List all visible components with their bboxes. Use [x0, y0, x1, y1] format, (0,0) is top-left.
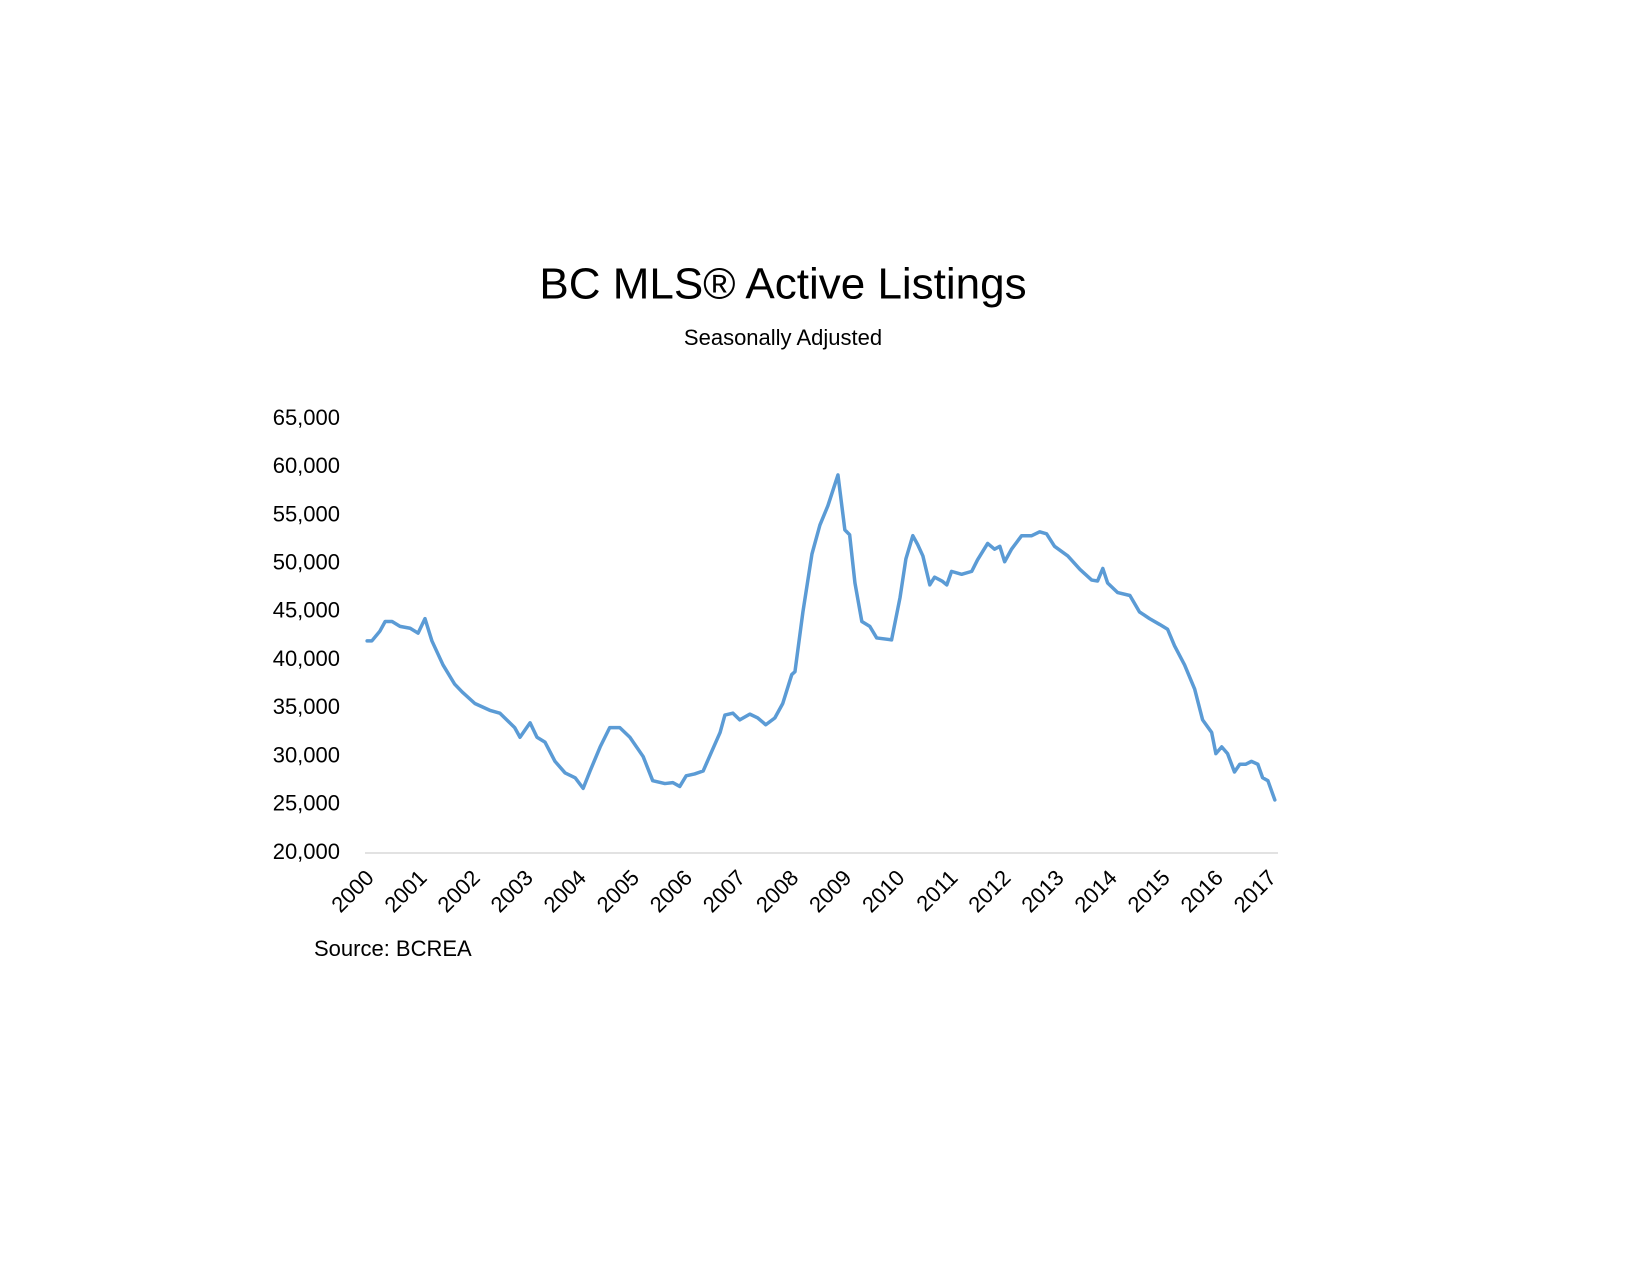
x-tick-label: 2012: [963, 865, 1015, 917]
chart-subtitle: Seasonally Adjusted: [684, 325, 882, 350]
x-tick-label: 2015: [1123, 865, 1175, 917]
y-tick-label: 25,000: [273, 791, 340, 816]
y-tick-label: 50,000: [273, 549, 340, 574]
x-tick-label: 2010: [857, 865, 909, 917]
data-line: [365, 473, 1277, 802]
x-tick-label: 2005: [592, 865, 644, 917]
source-note: Source: BCREA: [314, 936, 472, 961]
x-tick-label: 2011: [911, 865, 962, 916]
y-tick-label: 20,000: [273, 839, 340, 864]
x-tick-label: 2006: [645, 865, 697, 917]
x-tick-label: 2009: [804, 865, 856, 917]
x-tick-label: 2014: [1069, 865, 1121, 917]
x-tick-label: 2003: [486, 865, 538, 917]
y-tick-label: 60,000: [273, 453, 340, 478]
x-tick-label: 2013: [1016, 865, 1068, 917]
y-tick-label: 35,000: [273, 694, 340, 719]
y-tick-label: 55,000: [273, 501, 340, 526]
x-tick-label: 2017: [1229, 865, 1281, 917]
x-tick-label: 2007: [698, 865, 750, 917]
y-tick-label: 65,000: [273, 405, 340, 430]
y-tick-label: 45,000: [273, 598, 340, 623]
x-tick-label: 2000: [326, 865, 378, 917]
x-tick-label: 2004: [539, 865, 591, 917]
chart-title: BC MLS® Active Listings: [539, 260, 1026, 309]
x-tick-label: 2008: [751, 865, 803, 917]
x-tick-label: 2002: [433, 865, 485, 917]
y-tick-label: 40,000: [273, 646, 340, 671]
x-tick-label: 2016: [1176, 865, 1228, 917]
x-tick-label: 2001: [379, 865, 431, 917]
y-tick-label: 30,000: [273, 742, 340, 767]
